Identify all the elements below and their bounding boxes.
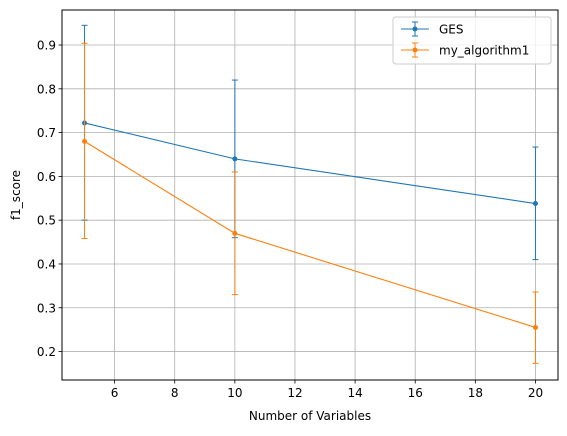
series-line [84,140,536,328]
series-line [84,122,536,205]
legend-frame [392,16,552,65]
y-tick-label: 0.6 [37,170,56,184]
data-point [532,324,538,330]
legend-marker [412,47,418,53]
y-tick-label: 0.5 [37,214,56,228]
y-axis: 0.2 0.3 0.4 0.5 0.6 0.7 0.8 0.9 [37,39,62,359]
y-tick-label: 0.7 [37,126,56,140]
x-axis: 6 8 10 12 14 16 18 20 [111,380,543,400]
x-tick-label: 14 [347,386,362,400]
x-tick-label: 16 [408,386,423,400]
legend-label: GES [439,23,464,37]
x-tick-label: 20 [528,386,543,400]
x-tick-label: 18 [468,386,483,400]
grid [62,10,558,380]
y-tick-label: 0.3 [37,301,56,315]
x-tick-label: 12 [287,386,302,400]
x-tick-label: 6 [111,386,119,400]
legend-label: my_algorithm1 [439,44,529,58]
y-tick-label: 0.9 [37,39,56,53]
series-my_algorithm1 [81,42,539,364]
x-axis-label: Number of Variables [249,409,371,423]
series-layer [81,24,539,364]
y-tick-label: 0.8 [37,82,56,96]
data-point [532,201,538,207]
y-axis-label: f1_score [9,170,23,220]
y-tick-label: 0.2 [37,345,56,359]
x-tick-label: 8 [171,386,179,400]
y-tick-label: 0.4 [37,257,56,271]
legend: GES my_algorithm1 [392,16,552,65]
data-point [82,138,88,144]
legend-item: GES [401,21,464,37]
x-tick-label: 10 [227,386,242,400]
plot-frame [61,9,559,381]
data-point [232,156,238,162]
data-point [232,230,238,236]
legend-marker [412,26,418,32]
legend-item: my_algorithm1 [401,42,529,58]
